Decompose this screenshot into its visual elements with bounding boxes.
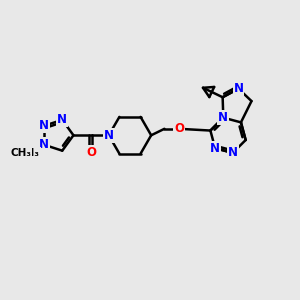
Text: N: N <box>228 146 238 159</box>
Text: N: N <box>218 111 228 124</box>
Text: N: N <box>210 142 220 155</box>
Text: O: O <box>174 122 184 135</box>
Text: CH₃: CH₃ <box>11 148 32 158</box>
Text: CH₃: CH₃ <box>19 148 40 158</box>
Text: N: N <box>57 113 67 126</box>
Text: N: N <box>39 119 49 132</box>
Text: N: N <box>104 129 114 142</box>
Text: N: N <box>39 138 49 151</box>
Text: N: N <box>233 82 244 95</box>
Text: O: O <box>87 146 97 159</box>
